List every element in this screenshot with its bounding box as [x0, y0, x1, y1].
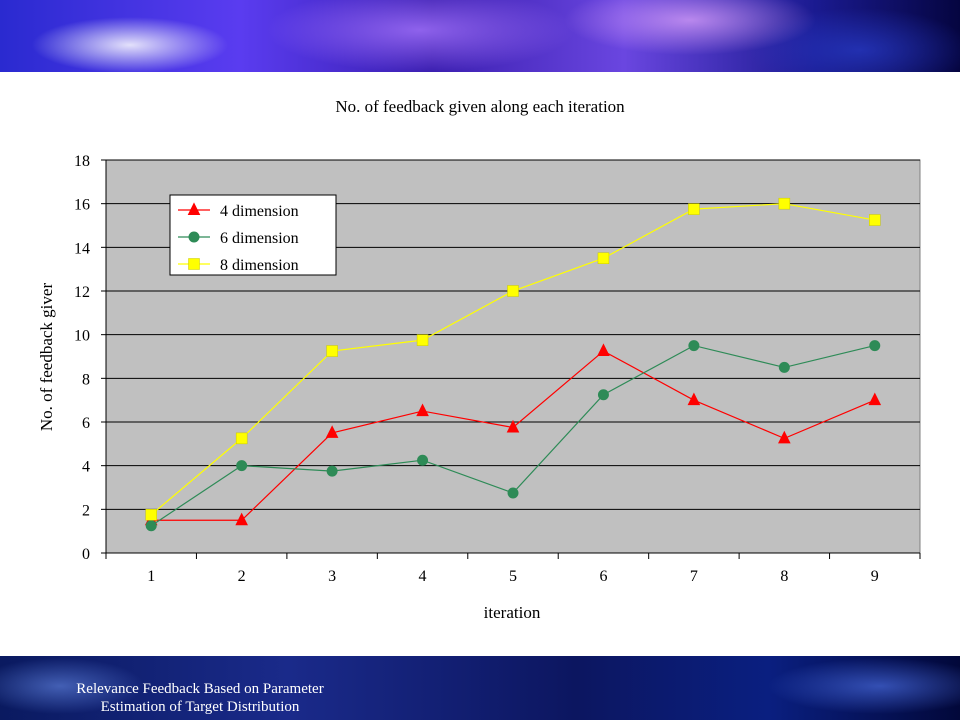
- series-6-dimension: [145, 340, 881, 532]
- chart-title: No. of feedback given along each iterati…: [335, 97, 625, 116]
- data-point-4-dimension: [597, 343, 610, 357]
- data-point-4-dimension: [687, 392, 701, 406]
- data-point-6-dimension: [326, 465, 338, 477]
- data-point-8-dimension: [597, 252, 610, 264]
- legend-marker-6-dimension: [188, 231, 200, 243]
- y-tick-label: 6: [82, 415, 90, 432]
- legend-label-6-dimension: 6 dimension: [220, 230, 299, 247]
- x-tick-label: 5: [509, 568, 517, 585]
- x-tick-label: 8: [780, 568, 788, 585]
- data-point-6-dimension: [507, 487, 519, 499]
- data-point-8-dimension: [688, 203, 700, 215]
- legend-marker-4-dimension: [187, 202, 201, 215]
- y-tick-label: 14: [74, 240, 90, 257]
- legend: 4 dimension 6 dimension 8 dimension: [169, 194, 337, 276]
- data-point-8-dimension: [507, 285, 519, 297]
- legend-label-8-dimension: 8 dimension: [220, 257, 299, 274]
- data-point-6-dimension: [688, 340, 700, 352]
- y-tick-label: 0: [82, 546, 90, 563]
- legend-marker-8-dimension: [188, 258, 200, 270]
- data-point-4-dimension: [325, 425, 339, 438]
- data-point-6-dimension: [597, 389, 609, 401]
- legend-item-6-dimension: 6 dimension: [178, 230, 299, 247]
- footer-line-2: Estimation of Target Distribution: [100, 699, 300, 715]
- data-point-6-dimension: [236, 460, 248, 472]
- y-axis-label: No. of feedback giver: [37, 283, 56, 432]
- data-point-8-dimension: [869, 214, 881, 226]
- data-point-8-dimension: [778, 197, 791, 210]
- data-point-8-dimension: [235, 432, 248, 445]
- x-tick-label: 6: [599, 568, 607, 585]
- data-point-8-dimension: [145, 509, 157, 521]
- y-tick-label: 18: [74, 153, 90, 170]
- data-point-8-dimension: [326, 345, 338, 357]
- data-point-4-dimension: [778, 430, 791, 444]
- legend-label-4-dimension: 4 dimension: [220, 203, 299, 220]
- bottom-decorative-band: [0, 656, 960, 720]
- x-tick-label: 7: [690, 568, 698, 585]
- y-tick-label: 2: [82, 502, 90, 519]
- series-group: [144, 197, 882, 532]
- data-point-6-dimension: [145, 520, 157, 532]
- x-tick-label: 1: [147, 568, 155, 585]
- y-tick-label: 10: [74, 328, 90, 345]
- data-point-6-dimension: [417, 454, 429, 466]
- x-tick-label: 9: [871, 568, 879, 585]
- y-tick-label: 16: [74, 197, 90, 214]
- x-tick-label: 2: [238, 568, 246, 585]
- y-tick-label: 8: [82, 371, 90, 388]
- legend-item-4-dimension: 4 dimension: [178, 202, 299, 220]
- top-decorative-band: [0, 0, 960, 72]
- data-point-6-dimension: [869, 340, 881, 352]
- line-chart: No. of feedback given along each iterati…: [37, 97, 921, 622]
- x-tick-label: 4: [419, 568, 427, 585]
- series-8-dimension: [145, 197, 881, 521]
- data-point-4-dimension: [416, 403, 429, 417]
- data-point-6-dimension: [778, 361, 790, 373]
- x-tick-label: 3: [328, 568, 336, 585]
- slide-footer: Relevance Feedback Based on Parameter Es…: [0, 680, 400, 716]
- x-axis-label: iteration: [484, 603, 541, 622]
- data-point-8-dimension: [416, 334, 429, 346]
- data-point-4-dimension: [506, 419, 520, 433]
- footer-line-1: Relevance Feedback Based on Parameter: [76, 681, 324, 697]
- y-tick-label: 4: [82, 459, 90, 476]
- data-point-4-dimension: [868, 392, 882, 406]
- data-point-4-dimension: [235, 512, 248, 526]
- legend-item-8-dimension: 8 dimension: [178, 257, 299, 274]
- y-tick-label: 12: [74, 284, 90, 301]
